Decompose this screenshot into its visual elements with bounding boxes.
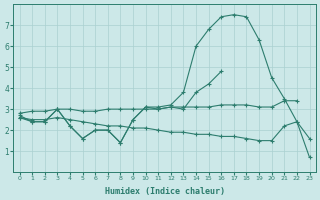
X-axis label: Humidex (Indice chaleur): Humidex (Indice chaleur) <box>105 187 225 196</box>
